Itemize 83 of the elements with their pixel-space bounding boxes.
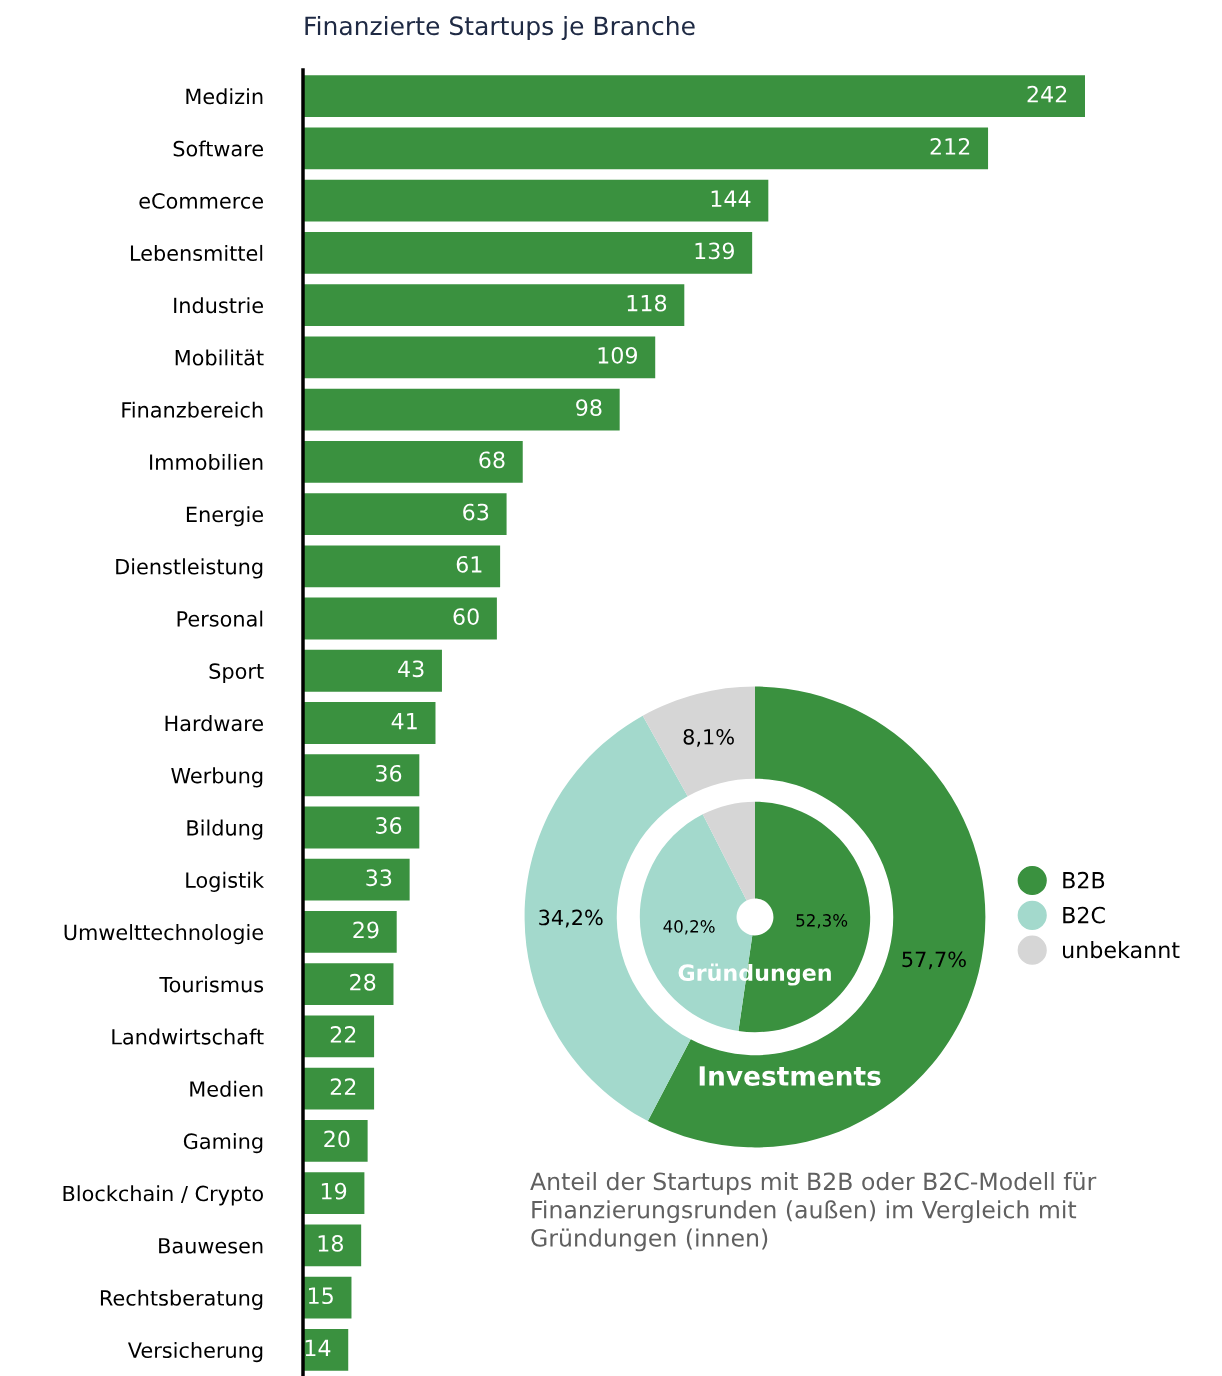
data-label: 109 [598,346,637,364]
chart-title: Finanzierte Startups je Branche [305,15,695,41]
data-label: 43 [398,660,424,678]
y-tick-label: Landwirtschaft [112,1028,264,1045]
data-label: 63 [463,503,489,521]
y-tick-label: Mobilität [175,349,264,366]
bar [303,597,497,640]
bar [303,806,420,849]
y-tick-label: Immobilien [150,453,263,471]
data-label: 28 [350,973,376,991]
data-label: 41 [391,712,417,730]
data-label: 61 [456,555,482,573]
bar [303,963,394,1006]
annotation: Anteil der Startups mit B2B oder B2C-Modell für Finanzierungsrunden (außen) im Vergleich mit Gründungen (innen) [530,1172,1097,1252]
bar [303,702,436,744]
y-tick-label: Umwelttechnologie [64,924,263,945]
y-tick-label: Medizin [186,88,263,105]
bar [303,127,989,170]
bar [303,179,769,222]
data-label: 19 [321,1182,347,1200]
y-tick-label: Software [173,140,263,157]
y-tick-label: Werbung [171,767,263,788]
bar [303,75,1085,118]
y-tick-label: Logistik [186,871,265,892]
y-tick-label: Medien [190,1080,263,1097]
y-tick-label: Finanzbereich [122,401,263,418]
y-tick-label: Blockchain / Crypto [63,1185,263,1206]
bar [303,336,656,379]
data-label: 139 [695,242,734,260]
y-tick-label: Bildung [187,819,263,840]
data-label: 8,1% [683,728,734,747]
data-label: 242 [1027,85,1067,103]
data-label: 212 [930,138,970,155]
legend-label: B2C [1063,906,1105,924]
data-label: 68 [479,451,505,469]
data-label: 36 [376,817,402,834]
legend-label: B2B [1063,871,1105,889]
y-tick-label: eCommerce [139,193,263,209]
data-label: 52,3% [796,914,848,929]
data-label: 98 [576,399,602,417]
data-label: 57,7% [902,951,966,970]
data-label: 40,2% [663,920,715,935]
bar [303,911,397,953]
bar [303,1067,375,1110]
y-tick-label: Sport [209,663,264,684]
bar [303,388,620,431]
data-label: 60 [453,608,479,625]
data-label: 144 [711,190,751,207]
bar [303,1172,365,1215]
slice-label: Investments [699,1066,881,1086]
bar [303,284,685,326]
bar [303,231,753,274]
data-label: 34,2% [539,909,603,928]
y-tick-label: Tourismus [159,976,264,993]
bar [303,858,410,901]
y-tick-label: Bauwesen [159,1238,263,1254]
bar [303,1120,368,1162]
y-tick-label: Lebensmittel [130,244,263,262]
data-label: 36 [376,764,402,782]
data-label: 14 [305,1339,331,1357]
data-label: 20 [324,1130,350,1148]
bar [303,440,523,483]
y-tick-label: Industrie [174,297,263,314]
y-tick-label: Energie [186,506,263,527]
data-label: 18 [318,1235,343,1252]
y-tick-label: Rechtsberatung [100,1289,263,1310]
bar [303,1015,375,1058]
data-label: 22 [330,1026,356,1043]
data-label: 15 [308,1287,333,1305]
y-tick-label: Hardware [165,715,263,732]
y-tick-label: Gaming [183,1133,263,1154]
y-tick-label: Personal [177,610,263,627]
data-label: 29 [353,921,379,939]
bar [303,545,501,588]
data-label: 118 [627,294,667,312]
data-label: 22 [330,1078,356,1095]
data-label: 33 [366,869,392,887]
y-tick-label: Dienstleistung [116,558,263,579]
legend-label: unbekannt [1063,941,1180,959]
bar [303,493,507,535]
y-tick-label: Versicherung [127,1341,263,1363]
bar [303,754,420,797]
bar [303,649,442,692]
